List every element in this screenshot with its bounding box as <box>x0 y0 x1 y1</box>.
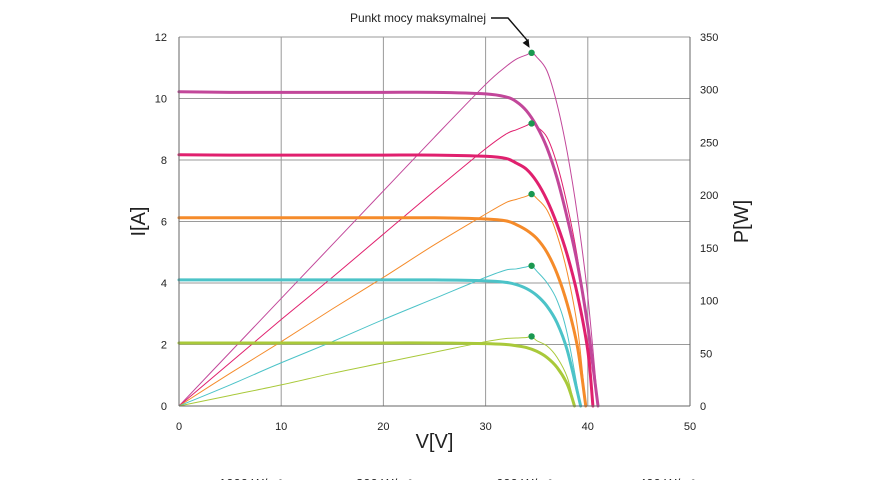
x-axis-title: V[V] <box>416 431 454 453</box>
legend-label-1000wm2: 1000 W/m² <box>219 476 283 480</box>
legend-label-400wm2: 400 W/m² <box>639 476 696 480</box>
y2-tick-label-0: 0 <box>700 401 706 413</box>
iv-curve-200wm2 <box>177 341 577 408</box>
x-tick-label-10: 10 <box>275 421 287 433</box>
y-tick-label-0: 0 <box>161 401 167 413</box>
power-curve-800wm2 <box>178 122 594 407</box>
y2-tick-label-300: 300 <box>700 85 718 97</box>
mpp-marker-600wm2 <box>528 190 535 198</box>
power-curve-200wm2 <box>178 335 575 407</box>
x-tick-label-50: 50 <box>684 421 696 433</box>
power-curve-400wm2 <box>178 265 582 407</box>
x-tick-label-0: 0 <box>176 421 182 433</box>
y-tick-label-6: 6 <box>161 217 167 229</box>
mpp-marker-200wm2 <box>528 333 535 340</box>
y2-tick-label-250: 250 <box>700 137 718 149</box>
x-tick-label-40: 40 <box>582 421 594 433</box>
annotation-arrowhead <box>522 38 530 48</box>
legend-label-800wm2: 800 W/m² <box>356 476 413 480</box>
iv-curves <box>177 90 600 408</box>
annotation-arrow <box>491 17 529 42</box>
iv-curve-400wm2 <box>177 278 583 408</box>
mpp-annotation: Punkt mocy maksymalnej <box>350 11 530 48</box>
axes <box>178 37 691 407</box>
y2-axis-title: P[W] <box>731 200 753 243</box>
annotation-text: Punkt mocy maksymalnej <box>350 11 486 25</box>
legend-label-600wm2: 600 W/m² <box>496 476 553 480</box>
iv-curve-1000wm2 <box>177 90 600 408</box>
y-tick-label-2: 2 <box>161 340 167 352</box>
mpp-marker-800wm2 <box>528 120 535 127</box>
x-tick-label-30: 30 <box>479 421 491 433</box>
mpp-markers <box>528 49 535 340</box>
y-tick-label-10: 10 <box>155 94 167 106</box>
iv-curve-800wm2 <box>177 153 595 408</box>
y2-tick-label-50: 50 <box>700 348 712 360</box>
y2-tick-label-150: 150 <box>700 243 718 255</box>
iv-curve-600wm2 <box>177 216 588 408</box>
y-tick-label-4: 4 <box>161 278 167 290</box>
y-tick-label-8: 8 <box>161 155 167 167</box>
legend: 1000 W/m² 800 W/m² 600 W/m² 400 W/m² <box>219 476 696 480</box>
mpp-marker-400wm2 <box>528 262 535 269</box>
x-tick-label-20: 20 <box>377 421 389 433</box>
y-axis-title: I[A] <box>128 206 150 236</box>
power-curves <box>178 52 599 407</box>
y-tick-label-12: 12 <box>155 32 167 44</box>
y2-tick-label-200: 200 <box>700 190 718 202</box>
y2-tick-label-100: 100 <box>700 296 718 308</box>
mpp-marker-1000wm2 <box>528 49 535 57</box>
power-curve-1000wm2 <box>178 52 599 407</box>
tick-labels: 0 10 20 30 40 50 0 2 4 6 8 10 12 0 50 100 150 200 250 300 35… <box>155 32 719 433</box>
y2-tick-label-350: 350 <box>700 32 718 44</box>
power-curve-600wm2 <box>178 193 587 407</box>
